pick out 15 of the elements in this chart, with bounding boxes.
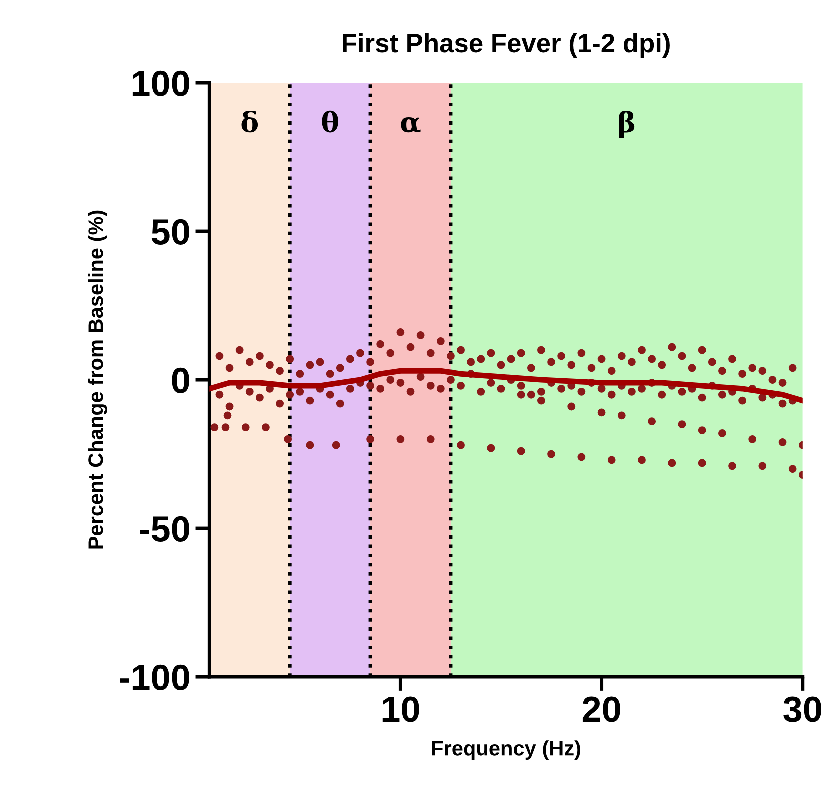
chart-title: First Phase Fever (1-2 dpi) [343,33,670,58]
band-label: θ [322,110,338,133]
x-tick-label: 30 [784,696,822,722]
y-tick-label: 0 [172,368,190,394]
band-label: β [619,111,635,138]
band-label: δ [242,111,258,133]
y-tick-label: -50 [140,516,190,542]
y-tick-label: -100 [120,664,190,690]
y-tick-label: 100 [132,70,190,96]
x-tick-label: 10 [382,696,420,722]
y-tick-label: 50 [152,219,190,245]
band-label: α [401,118,421,133]
x-axis-title: Frequency (Hz) [432,740,580,760]
x-tick-label: 20 [582,696,620,722]
y-axis-title: Percent Change from Baseline (%) [88,210,108,549]
